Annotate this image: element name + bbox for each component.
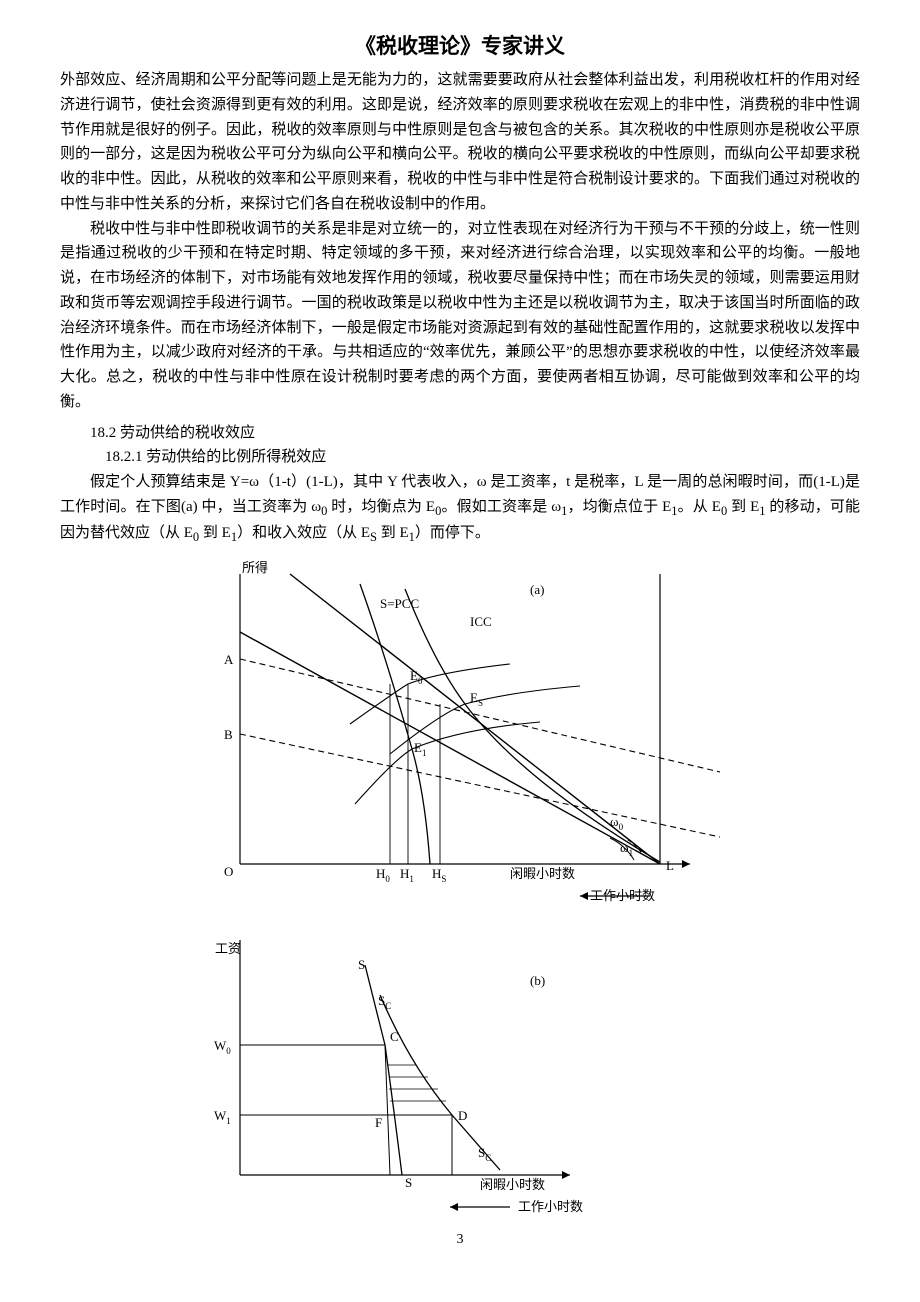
label-work-a: 工作小时数 bbox=[590, 888, 655, 903]
label-E1: E1 bbox=[414, 740, 426, 758]
paragraph-2: 税收中性与非中性即税收调节的关系是非是对立统一的，对立性表现在对经济行为干预与不… bbox=[60, 217, 860, 415]
label-leisure-a: 闲暇小时数 bbox=[510, 866, 575, 881]
figure-b: 工资 (b) S SC W0 W1 C F D S SC 闲暇小时数 工作小时数 bbox=[180, 925, 740, 1230]
page-title: 《税收理论》专家讲义 bbox=[60, 30, 860, 60]
label-ES: ES bbox=[470, 690, 483, 708]
p3-frag-d: ，均衡点位于 E bbox=[567, 499, 671, 515]
label-SC-top: SC bbox=[378, 993, 391, 1011]
p3-frag-f: 到 E bbox=[727, 499, 759, 515]
label-ICC: ICC bbox=[470, 614, 492, 629]
paragraph-1: 外部效应、经济周期和公平分配等问题上是无能为力的，这就需要要政府从社会整体利益出… bbox=[60, 68, 860, 217]
label-B: B bbox=[224, 727, 233, 742]
p3-frag-k: ）而停下。 bbox=[415, 525, 490, 541]
page-number: 3 bbox=[60, 1232, 860, 1248]
label-HS: HS bbox=[432, 866, 446, 884]
label-SPCC: S=PCC bbox=[380, 596, 419, 611]
figure-a: 所得 (a) A B O H0 H1 HS L E0 E1 ES S=PCC I… bbox=[180, 554, 740, 919]
label-C: C bbox=[390, 1029, 399, 1044]
label-A: A bbox=[224, 652, 234, 667]
p3-frag-b: 时，均衡点为 E bbox=[327, 499, 435, 515]
label-W1: W1 bbox=[214, 1108, 231, 1126]
paragraph-3: 假定个人预算结束是 Y=ω（1-t）(1-L)，其中 Y 代表收入，ω 是工资率… bbox=[60, 470, 860, 548]
label-F: F bbox=[375, 1115, 382, 1130]
p3-frag-e: 。从 E bbox=[678, 499, 721, 515]
section-heading: 18.2 劳动供给的税收效应 bbox=[60, 421, 860, 446]
label-L: L bbox=[666, 858, 674, 873]
label-S-bottom: S bbox=[405, 1175, 412, 1190]
label-SC-bottom: SC bbox=[478, 1145, 491, 1163]
label-leisure-b: 闲暇小时数 bbox=[480, 1177, 545, 1192]
sub-S: S bbox=[370, 530, 377, 544]
subsection-heading: 18.2.1 劳动供给的比例所得税效应 bbox=[60, 445, 860, 470]
label-w1: ω1 bbox=[620, 840, 633, 858]
label-H0: H0 bbox=[376, 866, 390, 884]
p3-frag-c: 。假如工资率是 ω bbox=[441, 499, 561, 515]
label-D: D bbox=[458, 1108, 467, 1123]
label-H1: H1 bbox=[400, 866, 414, 884]
label-work-b: 工作小时数 bbox=[518, 1199, 583, 1214]
label-wage: 工资 bbox=[215, 941, 241, 956]
label-panel-b: (b) bbox=[530, 973, 545, 988]
p3-frag-h: 到 E bbox=[199, 525, 231, 541]
p3-frag-j: 到 E bbox=[377, 525, 409, 541]
label-S-top: S bbox=[358, 957, 365, 972]
label-O: O bbox=[224, 864, 233, 879]
label-income: 所得 bbox=[242, 560, 268, 575]
p3-frag-i: ）和收入效应（从 E bbox=[237, 525, 370, 541]
label-W0: W0 bbox=[214, 1038, 231, 1056]
label-E0: E0 bbox=[410, 668, 423, 686]
label-panel-a: (a) bbox=[530, 582, 544, 597]
